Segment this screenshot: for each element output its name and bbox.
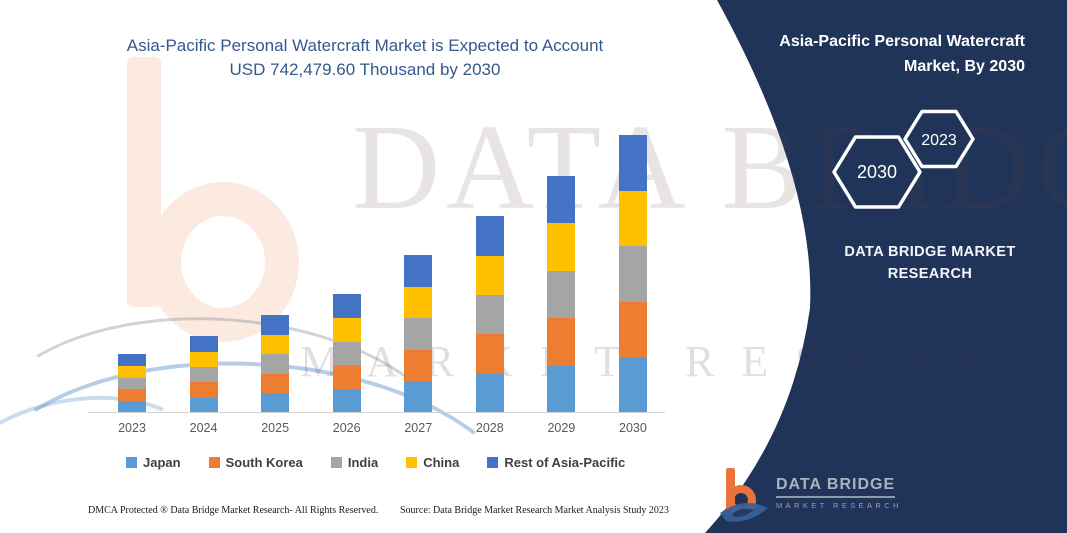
x-tick-label: 2026 (332, 421, 361, 435)
bar-segment-india (547, 270, 576, 319)
panel-circle-arc-decoration (780, 221, 799, 336)
x-tick-label: 2023 (118, 421, 146, 435)
legend-swatch-icon (406, 457, 418, 468)
legend-item-rest-of-asia-pacific: Rest of Asia-Pacific (487, 455, 625, 470)
hexagon-2023-label: 2023 (921, 132, 957, 149)
bar-segment-china (332, 317, 361, 342)
chart-legend: Japan South Korea India China Rest of Asia-P… (126, 455, 625, 470)
x-tick-label: 2027 (404, 421, 433, 435)
footer-dmca-text: DMCA Protected ® Data Bridge Market Rese… (88, 505, 379, 516)
stacked-bar-2029 (547, 176, 576, 413)
bar-segment-south-korea (189, 382, 218, 398)
stacked-bar-2025 (261, 315, 290, 413)
stacked-bar-2028 (475, 216, 504, 413)
legend-label: Rest of Asia-Pacific (504, 455, 626, 470)
x-axis-tick-labels: 2023 2024 2025 2026 2027 2028 2029 2030 (118, 421, 647, 435)
legend-item-china: China (406, 455, 459, 470)
hexagon-2030-label: 2030 (857, 162, 897, 182)
bar-segment-india (404, 318, 433, 350)
bar-segment-japan (261, 393, 290, 413)
bar-segment-india (261, 354, 290, 374)
bar-segment-india (332, 341, 361, 366)
legend-swatch-icon (126, 457, 137, 468)
bar-segment-japan (618, 357, 647, 413)
x-tick-label: 2025 (261, 421, 290, 435)
bar-segment-south-korea (261, 373, 290, 394)
bar-segment-china (189, 351, 218, 367)
bar-segment-south-korea (332, 365, 361, 390)
bar-segment-india (618, 246, 647, 302)
legend-item-japan: Japan (126, 455, 181, 470)
stacked-bar-2030 (618, 135, 647, 413)
bar-segment-india (118, 377, 146, 390)
bar-segment-south-korea (475, 334, 504, 374)
bar-segment-japan (118, 401, 146, 413)
bar-segment-rest-of-asia-pacific (404, 255, 433, 287)
bar-segment-japan (475, 373, 504, 413)
stacked-bar-2027 (404, 255, 433, 413)
stacked-bar-2023 (118, 354, 146, 413)
legend-label: India (347, 455, 379, 470)
bar-segment-rest-of-asia-pacific (332, 293, 361, 318)
side-panel-heading: Asia-Pacific Personal Watercraft Market,… (779, 33, 1025, 75)
bar-segment-rest-of-asia-pacific (618, 135, 647, 191)
bar-segment-china (261, 334, 290, 355)
year-hexagons: 2030 2023 (832, 109, 975, 209)
plot-area (118, 130, 647, 413)
bar-segment-south-korea (547, 318, 576, 366)
bar-segment-japan (547, 365, 576, 413)
bar-segment-china (475, 255, 504, 295)
footer-source-text: Source: Data Bridge Market Research Mark… (400, 505, 669, 516)
x-axis-line (88, 412, 665, 413)
x-tick-label: 2029 (547, 421, 576, 435)
bar-segment-rest-of-asia-pacific (118, 354, 146, 366)
data-bridge-b-icon (720, 468, 768, 522)
legend-swatch-icon (208, 457, 220, 468)
x-tick-label: 2030 (619, 421, 647, 435)
chart-title-line2: USD 742,479.60 Thousand by 2030 (229, 59, 501, 79)
legend-item-india: India (330, 455, 379, 470)
bar-segment-south-korea (618, 301, 647, 358)
legend-label: South Korea (225, 455, 303, 470)
logo-text-block: DATA BRIDGE MARKET RESEARCH (776, 476, 902, 510)
hexagon-2023 (903, 109, 975, 169)
brand-name: DATA BRIDGE MARKET RESEARCH (844, 244, 1016, 282)
legend-label: Japan (143, 455, 181, 470)
side-panel-background (705, 0, 1067, 533)
logo-tagline: MARKET RESEARCH (776, 501, 902, 510)
legend-item-south-korea: South Korea (208, 455, 303, 470)
bar-segment-india (475, 294, 504, 335)
bar-segment-china (118, 365, 146, 378)
bar-segment-japan (404, 381, 433, 413)
bar-segment-south-korea (118, 389, 146, 402)
x-tick-label: 2028 (475, 421, 504, 435)
bar-segment-rest-of-asia-pacific (189, 336, 218, 352)
bar-segment-china (618, 190, 647, 247)
bar-segment-rest-of-asia-pacific (261, 315, 290, 335)
legend-swatch-icon (487, 457, 499, 468)
legend-label: China (423, 455, 460, 470)
data-bridge-logo: DATA BRIDGE MARKET RESEARCH (718, 468, 902, 524)
bar-segment-japan (332, 389, 361, 413)
hexagon-2030 (832, 135, 922, 209)
chart-title-line1: Asia-Pacific Personal Watercraft Market … (126, 36, 604, 55)
bar-segment-japan (189, 397, 218, 413)
bar-segment-china (547, 223, 576, 271)
chart-title: Asia-Pacific Personal Watercraft Market … (85, 34, 645, 82)
bar-segment-china (404, 286, 433, 319)
legend-swatch-icon (330, 457, 342, 468)
stacked-bar-2024 (189, 336, 218, 413)
bar-segment-rest-of-asia-pacific (475, 216, 504, 256)
stacked-bar-2026 (332, 293, 361, 413)
logo-name: DATA BRIDGE (776, 476, 896, 498)
x-tick-label: 2024 (189, 421, 218, 435)
bar-segment-south-korea (404, 349, 433, 382)
bar-segment-india (189, 366, 218, 383)
bar-segment-rest-of-asia-pacific (547, 176, 576, 224)
